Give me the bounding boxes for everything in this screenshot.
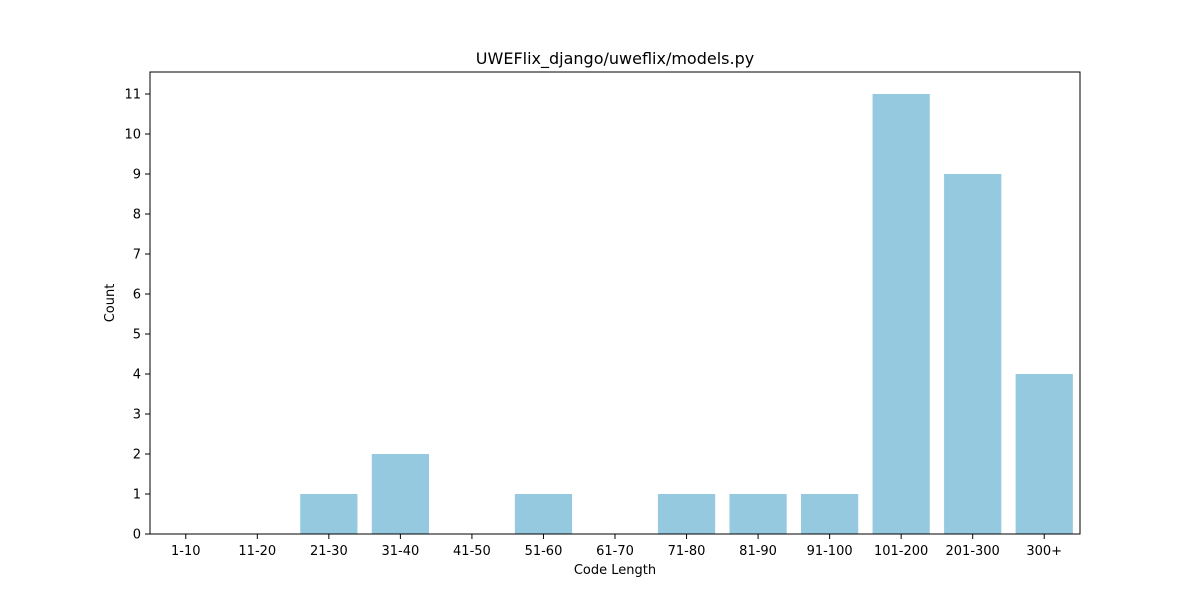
x-tick-label: 41-50	[453, 544, 491, 559]
y-tick-label: 6	[133, 288, 141, 303]
y-tick-label: 9	[133, 168, 141, 183]
bar-31-40	[371, 454, 429, 534]
bar-101-200	[872, 94, 930, 534]
x-tick-label: 81-90	[739, 544, 777, 559]
bar-71-80	[657, 494, 716, 534]
bar-201-300	[944, 174, 1002, 534]
y-tick-label: 7	[133, 248, 141, 263]
bar-21-30	[300, 494, 358, 534]
x-axis-label: Code Length	[574, 563, 656, 578]
x-tick-label: 300+	[1026, 544, 1062, 559]
x-tick-label: 101-200	[874, 544, 928, 559]
x-tick-label: 61-70	[596, 544, 634, 559]
x-tick-label: 1-10	[171, 544, 201, 559]
bar-81-90	[729, 494, 787, 534]
bar-91-100	[801, 494, 859, 534]
y-tick-label: 10	[124, 128, 141, 143]
y-tick-label: 5	[133, 328, 141, 343]
bar-51-60	[514, 494, 573, 534]
y-tick-label: 11	[124, 88, 141, 103]
bar-300+	[1015, 374, 1073, 534]
y-tick-label: 0	[133, 528, 141, 543]
y-tick-label: 2	[133, 448, 141, 463]
y-tick-label: 8	[133, 208, 141, 223]
x-tick-label: 201-300	[946, 544, 1000, 559]
x-tick-label: 11-20	[238, 544, 276, 559]
y-tick-label: 4	[133, 368, 141, 383]
plot-frame	[149, 71, 1081, 535]
chart-title: UWEFlix_django/uweflix/models.py	[476, 49, 754, 69]
y-axis-label: Count	[103, 284, 118, 323]
x-tick-label: 31-40	[381, 544, 419, 559]
x-tick-label: 51-60	[525, 544, 563, 559]
y-tick-label: 3	[133, 408, 141, 423]
x-axis: 1-10 11-20 21-30 31-40 41-50 51-60 61-70 71-80 8…	[171, 534, 1062, 559]
bars-group	[300, 94, 1073, 534]
x-tick-label: 21-30	[310, 544, 348, 559]
y-tick-label: 1	[133, 488, 141, 503]
x-tick-label: 71-80	[668, 544, 706, 559]
y-axis: 0 1 2 3 4 5 6 7 8 9 10 11	[124, 88, 150, 543]
x-tick-label: 91-100	[807, 544, 853, 559]
